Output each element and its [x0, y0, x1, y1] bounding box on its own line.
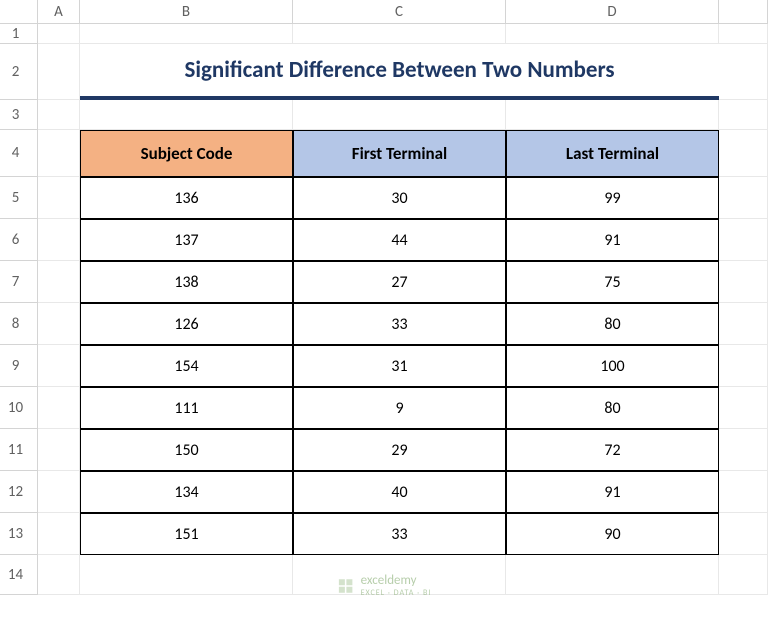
cell-E14[interactable]	[719, 555, 768, 595]
row-header-4[interactable]: 4	[0, 130, 38, 177]
cell-E1[interactable]	[719, 24, 768, 44]
cell-A3[interactable]	[38, 100, 80, 130]
table-row[interactable]: 154	[80, 345, 293, 387]
cell-E13[interactable]	[719, 513, 768, 555]
cell-A7[interactable]	[38, 261, 80, 303]
cell-A2[interactable]	[38, 44, 80, 100]
cell-E11[interactable]	[719, 429, 768, 471]
cell-E4[interactable]	[719, 130, 768, 177]
cell-A11[interactable]	[38, 429, 80, 471]
table-row[interactable]: 91	[506, 219, 719, 261]
cell-B1[interactable]	[80, 24, 293, 44]
cell-E12[interactable]	[719, 471, 768, 513]
cell-A12[interactable]	[38, 471, 80, 513]
table-header-first[interactable]: First Terminal	[293, 130, 506, 177]
row-header-10[interactable]: 10	[0, 387, 38, 429]
cell-A1[interactable]	[38, 24, 80, 44]
cell-C3[interactable]	[293, 100, 506, 130]
row-header-2[interactable]: 2	[0, 44, 38, 100]
col-header-B[interactable]: B	[80, 0, 293, 24]
row-header-13[interactable]: 13	[0, 513, 38, 555]
cell-A8[interactable]	[38, 303, 80, 345]
cell-A14[interactable]	[38, 555, 80, 595]
cell-E6[interactable]	[719, 219, 768, 261]
col-header-A[interactable]: A	[38, 0, 80, 24]
table-row[interactable]: 151	[80, 513, 293, 555]
table-row[interactable]: 91	[506, 471, 719, 513]
table-row[interactable]: 31	[293, 345, 506, 387]
table-row[interactable]: 90	[506, 513, 719, 555]
row-header-6[interactable]: 6	[0, 219, 38, 261]
table-row[interactable]: 150	[80, 429, 293, 471]
cell-E5[interactable]	[719, 177, 768, 219]
col-header-D[interactable]: D	[506, 0, 719, 24]
table-row[interactable]: 100	[506, 345, 719, 387]
cell-E9[interactable]	[719, 345, 768, 387]
cell-E7[interactable]	[719, 261, 768, 303]
row-header-9[interactable]: 9	[0, 345, 38, 387]
table-row[interactable]: 29	[293, 429, 506, 471]
cell-A4[interactable]	[38, 130, 80, 177]
cell-E8[interactable]	[719, 303, 768, 345]
spreadsheet-grid: A B C D 1 2 3 4 5 6 7 8 9 10 11 12 13 14…	[0, 0, 768, 595]
col-header-extra[interactable]	[719, 0, 768, 24]
cell-B14[interactable]	[80, 555, 293, 595]
cell-D14[interactable]	[506, 555, 719, 595]
table-row[interactable]: 134	[80, 471, 293, 513]
cell-A13[interactable]	[38, 513, 80, 555]
row-header-5[interactable]: 5	[0, 177, 38, 219]
cell-A9[interactable]	[38, 345, 80, 387]
select-all-corner[interactable]	[0, 0, 38, 24]
table-row[interactable]: 75	[506, 261, 719, 303]
table-row[interactable]: 111	[80, 387, 293, 429]
table-row[interactable]: 126	[80, 303, 293, 345]
table-row[interactable]: 136	[80, 177, 293, 219]
table-row[interactable]: 33	[293, 513, 506, 555]
cell-D3[interactable]	[506, 100, 719, 130]
row-header-12[interactable]: 12	[0, 471, 38, 513]
row-header-7[interactable]: 7	[0, 261, 38, 303]
row-header-1[interactable]: 1	[0, 24, 38, 44]
cell-A5[interactable]	[38, 177, 80, 219]
table-row[interactable]: 80	[506, 387, 719, 429]
row-header-8[interactable]: 8	[0, 303, 38, 345]
table-header-last[interactable]: Last Terminal	[506, 130, 719, 177]
table-row[interactable]: 40	[293, 471, 506, 513]
table-row[interactable]: 30	[293, 177, 506, 219]
cell-C1[interactable]	[293, 24, 506, 44]
table-row[interactable]: 72	[506, 429, 719, 471]
table-row[interactable]: 9	[293, 387, 506, 429]
table-row[interactable]: 44	[293, 219, 506, 261]
cell-C14[interactable]	[293, 555, 506, 595]
table-row[interactable]: 33	[293, 303, 506, 345]
table-row[interactable]: 80	[506, 303, 719, 345]
cell-B3[interactable]	[80, 100, 293, 130]
table-row[interactable]: 137	[80, 219, 293, 261]
row-header-14[interactable]: 14	[0, 555, 38, 595]
cell-D1[interactable]	[506, 24, 719, 44]
cell-E10[interactable]	[719, 387, 768, 429]
cell-A6[interactable]	[38, 219, 80, 261]
table-row[interactable]: 138	[80, 261, 293, 303]
page-title[interactable]: Significant Difference Between Two Numbe…	[80, 44, 719, 100]
row-header-11[interactable]: 11	[0, 429, 38, 471]
col-header-C[interactable]: C	[293, 0, 506, 24]
cell-A10[interactable]	[38, 387, 80, 429]
cell-E2[interactable]	[719, 44, 768, 100]
cell-E3[interactable]	[719, 100, 768, 130]
table-header-subject[interactable]: Subject Code	[80, 130, 293, 177]
row-header-3[interactable]: 3	[0, 100, 38, 130]
table-row[interactable]: 99	[506, 177, 719, 219]
table-row[interactable]: 27	[293, 261, 506, 303]
